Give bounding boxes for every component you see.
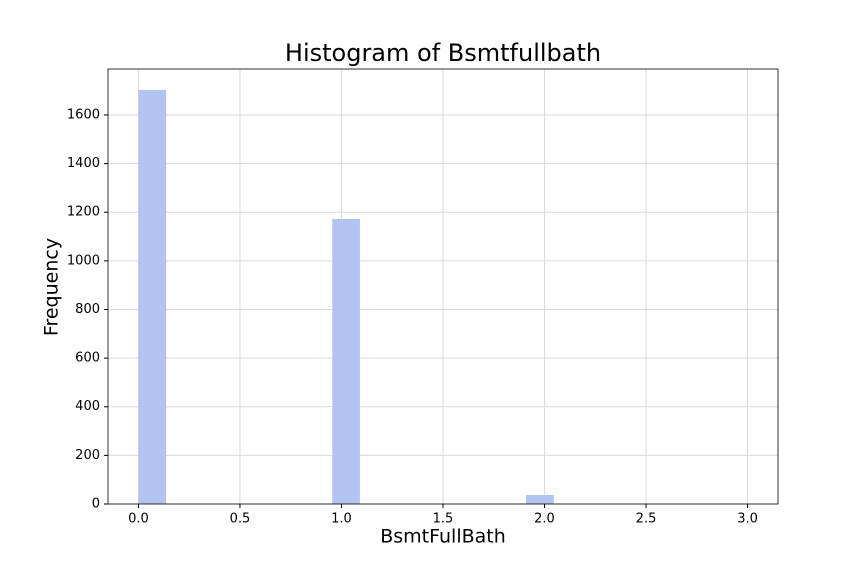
y-tick-label: 400 (75, 399, 100, 414)
y-tick-label: 1200 (67, 205, 100, 220)
bar (138, 89, 167, 504)
x-tick-label: 0.5 (230, 512, 251, 527)
y-tick-label: 800 (75, 302, 100, 317)
y-tick-label: 600 (75, 351, 100, 366)
y-tick-label: 0 (92, 497, 100, 512)
chart-title: Histogram of Bsmtfullbath (285, 39, 601, 67)
x-axis-label: BsmtFullBath (380, 526, 506, 548)
x-tick-label: 0.0 (128, 512, 149, 527)
y-tick-label: 1400 (67, 156, 100, 171)
x-tick-label: 2.5 (636, 512, 657, 527)
y-axis-label: Frequency (41, 238, 63, 336)
y-tick-label: 200 (75, 448, 100, 463)
x-tick-label: 3.0 (737, 512, 758, 527)
plot-frame (107, 68, 779, 505)
x-tick-label: 2.0 (534, 512, 555, 527)
y-tick-label: 1000 (67, 253, 100, 268)
y-tick-label: 1600 (67, 107, 100, 122)
x-tick-label: 1.5 (433, 512, 454, 527)
bar (526, 495, 554, 504)
x-tick-label: 1.0 (331, 512, 352, 527)
bar (332, 219, 360, 504)
